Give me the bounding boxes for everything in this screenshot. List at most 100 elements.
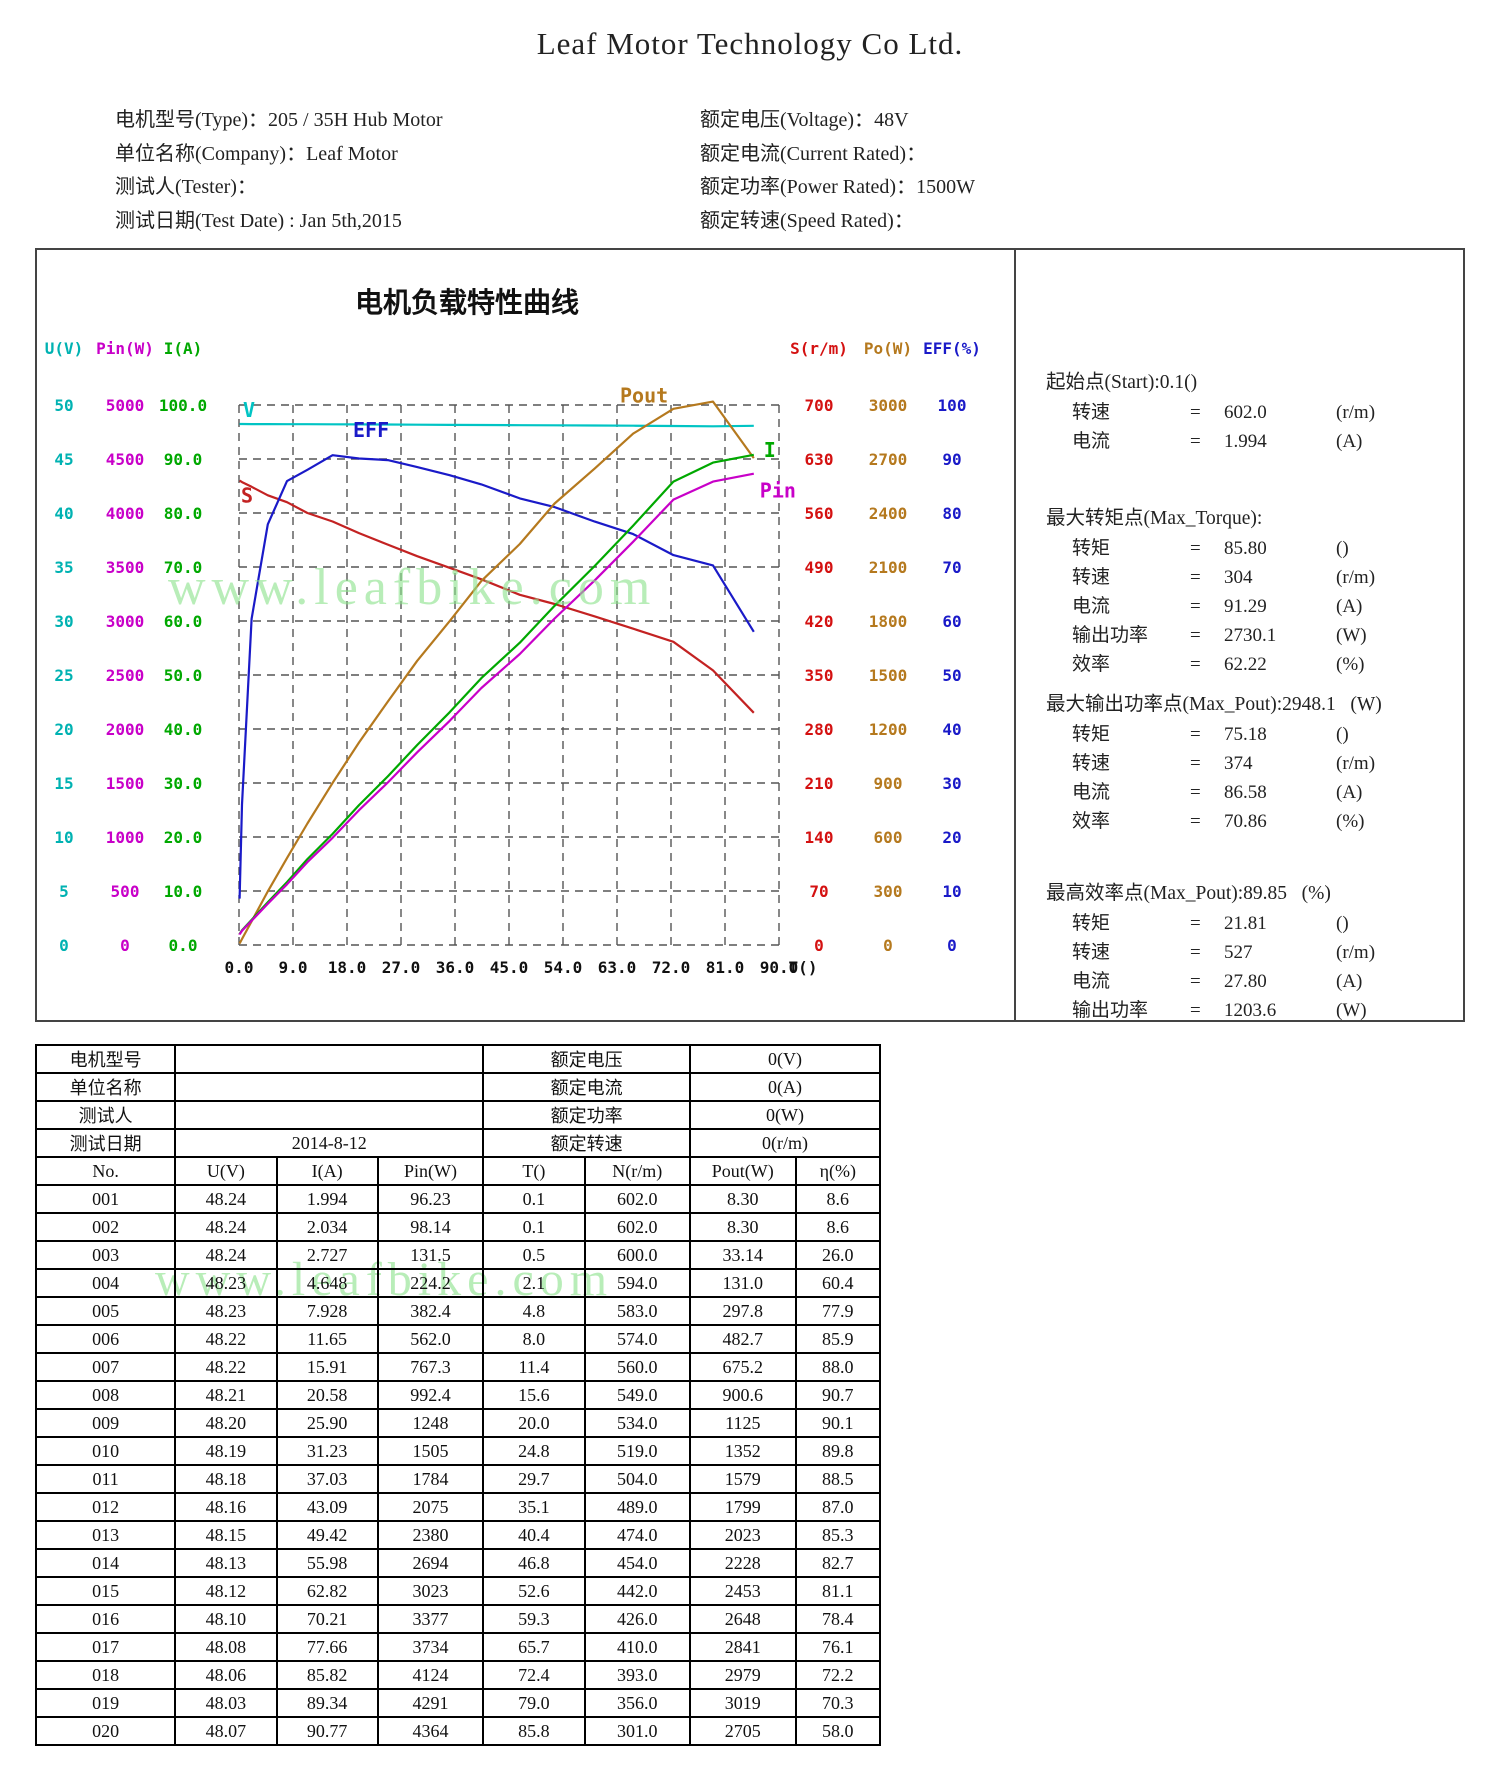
axis-tick: 30 bbox=[942, 774, 961, 793]
stat-row: 电流 = 1.994 (A) bbox=[1072, 427, 1463, 456]
stat-row: 电流 = 27.80 (A) bbox=[1072, 967, 1463, 996]
table-cell: 594.0 bbox=[583, 1268, 692, 1298]
stat-unit: () bbox=[1336, 538, 1349, 559]
table-cell: 2453 bbox=[689, 1576, 797, 1606]
table-row: 012 48.16 43.09 2075 35.1 489.0 1799 87.0 bbox=[34, 1492, 882, 1522]
curve-v bbox=[239, 422, 754, 428]
axis-tick: 210 bbox=[805, 774, 834, 793]
stat-row: 转速 = 304 (r/m) bbox=[1072, 563, 1463, 592]
table-cell: 82.7 bbox=[794, 1548, 882, 1578]
table-cell: 4.648 bbox=[275, 1268, 379, 1298]
table-cell: 004 bbox=[34, 1268, 177, 1298]
meta-label: 单位名称 bbox=[34, 1072, 177, 1102]
info-label: 测试日期(Test Date) : bbox=[115, 209, 300, 232]
table-cell: 2979 bbox=[689, 1660, 797, 1690]
stat-value: 85.80 bbox=[1224, 538, 1267, 559]
table-cell: 58.0 bbox=[794, 1716, 882, 1746]
stat-label: 转速 bbox=[1072, 402, 1111, 423]
table-cell: 48.23 bbox=[174, 1296, 278, 1326]
table-cell: 72.4 bbox=[482, 1660, 586, 1690]
table-cell: 020 bbox=[34, 1716, 177, 1746]
table-cell: 8.6 bbox=[794, 1184, 882, 1214]
stat-row: 转矩 = 85.80 () bbox=[1072, 534, 1463, 563]
table-cell: 48.18 bbox=[174, 1464, 278, 1494]
info-row: 额定电流(Current Rated)： bbox=[700, 138, 1435, 172]
curve-label-s: S bbox=[241, 484, 253, 508]
axis-tick: 4000 bbox=[106, 504, 145, 523]
stat-equals: = bbox=[1190, 782, 1201, 803]
table-cell: 1248 bbox=[376, 1408, 485, 1438]
table-cell: 37.03 bbox=[275, 1464, 379, 1494]
stat-unit: (r/m) bbox=[1336, 567, 1376, 588]
table-cell: 48.03 bbox=[174, 1688, 278, 1718]
stat-row: 输出功率 = 2730.1 (W) bbox=[1072, 621, 1463, 650]
axis-tick: 280 bbox=[805, 720, 834, 739]
x-axis-tick: 36.0 bbox=[436, 958, 475, 977]
table-cell: 001 bbox=[34, 1184, 177, 1214]
stat-value: 374 bbox=[1224, 753, 1253, 774]
stat-label: 转矩 bbox=[1072, 724, 1111, 745]
axis-tick: 2000 bbox=[106, 720, 145, 739]
table-cell: 59.3 bbox=[482, 1604, 586, 1634]
meta-label: 额定电压 bbox=[482, 1044, 692, 1074]
axis-tick: 140 bbox=[805, 828, 834, 847]
right-axis-header: Po(W) bbox=[864, 339, 912, 358]
stat-unit: () bbox=[1336, 724, 1349, 745]
table-cell: 2648 bbox=[689, 1604, 797, 1634]
table-cell: 297.8 bbox=[689, 1296, 797, 1326]
stat-equals: = bbox=[1190, 913, 1201, 934]
stat-group-heading: 最大转矩点(Max_Torque): bbox=[1046, 508, 1263, 529]
info-row: 测试日期(Test Date) : Jan 5th,2015 bbox=[115, 205, 700, 239]
table-cell: 534.0 bbox=[583, 1408, 692, 1438]
table-cell: 1579 bbox=[689, 1464, 797, 1494]
table-cell: 474.0 bbox=[583, 1520, 692, 1550]
axis-tick: 60 bbox=[942, 612, 961, 631]
stat-value: 1203.6 bbox=[1224, 1000, 1277, 1021]
axis-tick: 5000 bbox=[106, 396, 145, 415]
table-cell: 48.13 bbox=[174, 1548, 278, 1578]
axis-tick: 560 bbox=[805, 504, 834, 523]
table-cell: 60.4 bbox=[794, 1268, 882, 1298]
table-row: 013 48.15 49.42 2380 40.4 474.0 2023 85.3 bbox=[34, 1520, 882, 1550]
table-cell: 98.14 bbox=[376, 1212, 485, 1242]
curve-label-eff: EFF bbox=[353, 418, 389, 442]
x-axis-tick: 54.0 bbox=[544, 958, 583, 977]
table-cell: 3019 bbox=[689, 1688, 797, 1718]
stat-value: 27.80 bbox=[1224, 971, 1267, 992]
axis-tick: 900 bbox=[874, 774, 903, 793]
axis-tick: 1000 bbox=[106, 828, 145, 847]
table-cell: 48.12 bbox=[174, 1576, 278, 1606]
stat-unit: (r/m) bbox=[1336, 402, 1376, 423]
table-cell: 48.16 bbox=[174, 1492, 278, 1522]
axis-tick: 100 bbox=[938, 396, 967, 415]
axis-tick: 490 bbox=[805, 558, 834, 577]
stat-unit: (r/m) bbox=[1336, 753, 1376, 774]
table-cell: 7.928 bbox=[275, 1296, 379, 1326]
axis-tick: 10.0 bbox=[164, 882, 203, 901]
table-cell: 4364 bbox=[376, 1716, 485, 1746]
table-row: 008 48.21 20.58 992.4 15.6 549.0 900.6 90.7 bbox=[34, 1380, 882, 1410]
stat-unit: () bbox=[1336, 913, 1349, 934]
stat-value: 304 bbox=[1224, 567, 1253, 588]
table-row: 006 48.22 11.65 562.0 8.0 574.0 482.7 85.9 bbox=[34, 1324, 882, 1354]
table-cell: 600.0 bbox=[583, 1240, 692, 1270]
stat-label: 转速 bbox=[1072, 942, 1111, 963]
stat-unit: (A) bbox=[1336, 596, 1363, 617]
info-row: 额定功率(Power Rated)：1500W bbox=[700, 171, 1435, 205]
table-cell: 0.1 bbox=[482, 1184, 586, 1214]
axis-tick: 90.0 bbox=[164, 450, 203, 469]
stat-group-heading: 最大输出功率点(Max_Pout):2948.1 (W) bbox=[1046, 694, 1382, 715]
table-cell: 013 bbox=[34, 1520, 177, 1550]
table-cell: 489.0 bbox=[583, 1492, 692, 1522]
x-axis-tick: 27.0 bbox=[382, 958, 421, 977]
table-cell: 224.2 bbox=[376, 1268, 485, 1298]
table-cell: 78.4 bbox=[794, 1604, 882, 1634]
meta-value bbox=[174, 1044, 485, 1074]
table-cell: 48.24 bbox=[174, 1212, 278, 1242]
table-cell: 519.0 bbox=[583, 1436, 692, 1466]
curve-s bbox=[239, 479, 755, 714]
motor-info-right: 额定电压(Voltage)：48V 额定电流(Current Rated)： 额定功… bbox=[700, 104, 1435, 238]
table-cell: 426.0 bbox=[583, 1604, 692, 1634]
table-row: 010 48.19 31.23 1505 24.8 519.0 1352 89.8 bbox=[34, 1436, 882, 1466]
meta-value: 2014-8-12 bbox=[174, 1128, 485, 1158]
